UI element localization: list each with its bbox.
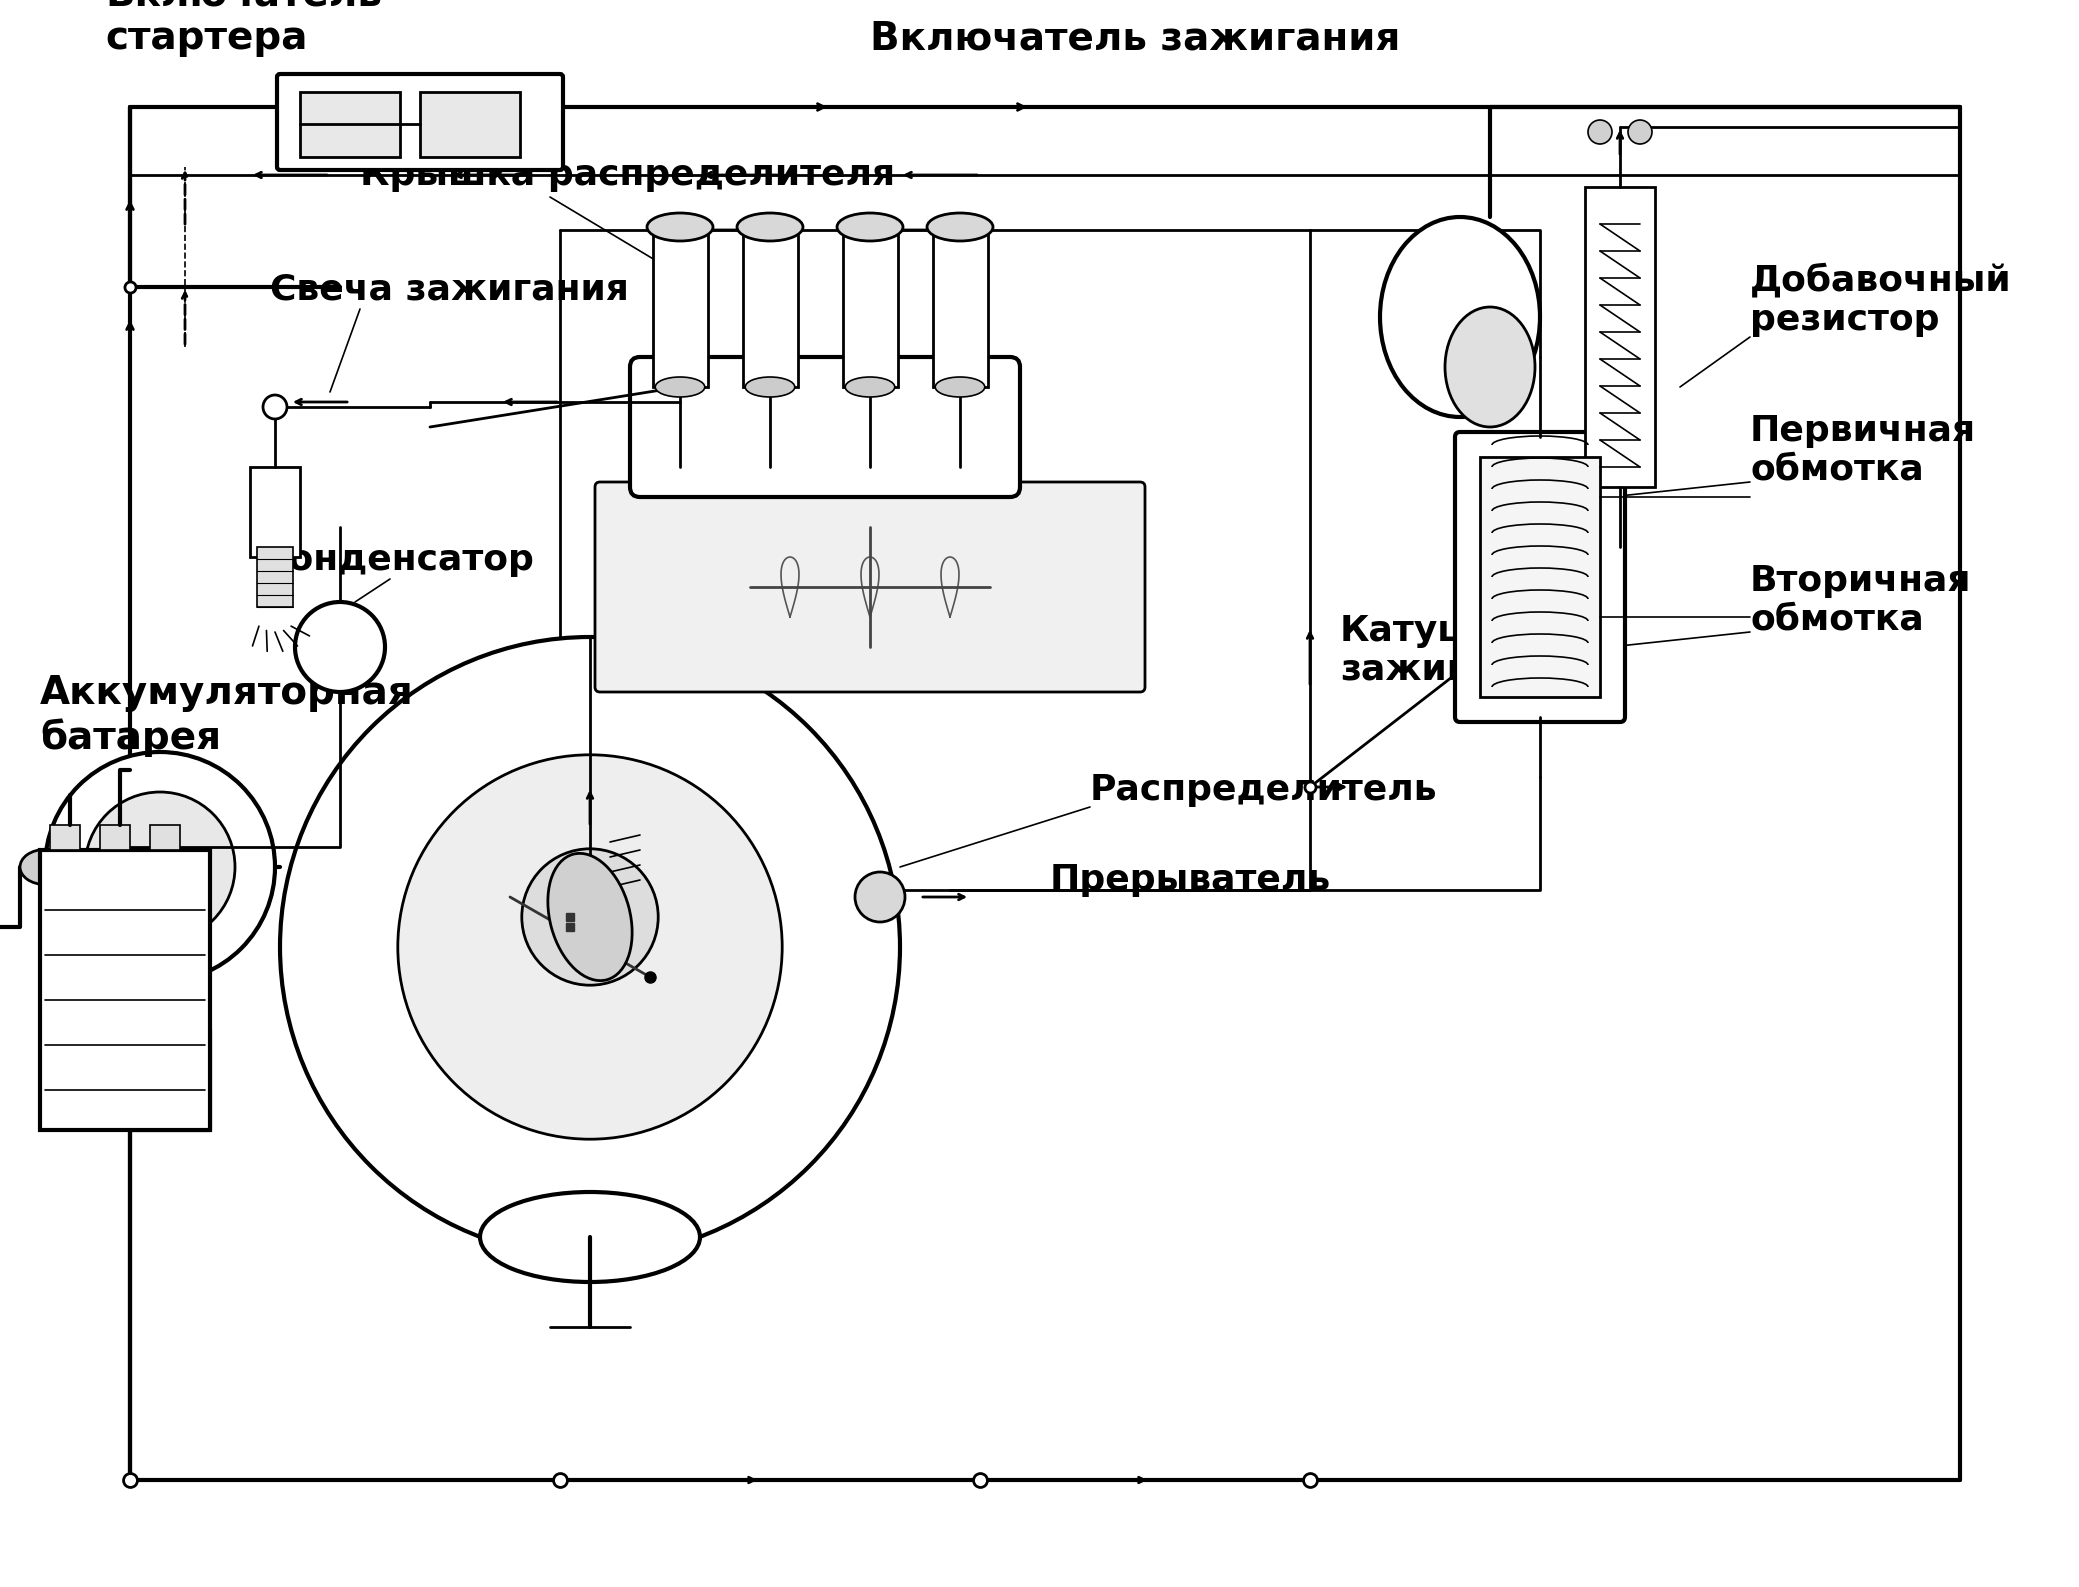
Bar (842, 227, 898, 387)
Circle shape (1628, 121, 1653, 144)
FancyBboxPatch shape (1455, 432, 1626, 722)
Text: Прерыватель: Прерыватель (1050, 863, 1331, 897)
Circle shape (46, 752, 274, 982)
Ellipse shape (744, 378, 794, 397)
Bar (299, 92, 399, 157)
Bar (249, 467, 299, 557)
Bar (50, 825, 79, 851)
Text: Включатель
стартера: Включатель стартера (106, 0, 383, 57)
Ellipse shape (936, 378, 985, 397)
Text: Первичная
обмотка: Первичная обмотка (1751, 414, 1977, 487)
Text: Катушка
зажигания: Катушка зажигания (1341, 614, 1563, 687)
Ellipse shape (927, 213, 994, 241)
Circle shape (1588, 121, 1611, 144)
Bar (100, 825, 131, 851)
Ellipse shape (21, 849, 71, 884)
Text: Крышка распределителя: Крышка распределителя (360, 159, 896, 192)
Circle shape (295, 601, 385, 692)
Text: Добавочный
резистор: Добавочный резистор (1751, 263, 2012, 336)
Bar (40, 851, 210, 1130)
Bar (1480, 457, 1601, 697)
Text: Вторичная
обмотка: Вторичная обмотка (1751, 563, 1971, 636)
Circle shape (85, 792, 235, 943)
Ellipse shape (655, 378, 705, 397)
Circle shape (854, 871, 904, 922)
Text: Конденсатор: Конденсатор (260, 543, 534, 578)
Ellipse shape (480, 1192, 701, 1282)
Bar (653, 227, 709, 387)
Circle shape (397, 755, 782, 1139)
Circle shape (281, 636, 900, 1257)
Circle shape (522, 849, 659, 986)
Text: Распределитель: Распределитель (1089, 773, 1437, 808)
FancyBboxPatch shape (277, 75, 563, 170)
Bar (933, 227, 988, 387)
Circle shape (264, 395, 287, 419)
Bar (150, 825, 181, 851)
Text: Аккумуляторная
батарея: Аккумуляторная батарея (40, 674, 414, 757)
Ellipse shape (736, 213, 802, 241)
Bar (420, 92, 520, 157)
Ellipse shape (1380, 217, 1541, 417)
Ellipse shape (838, 213, 902, 241)
Ellipse shape (647, 213, 713, 241)
Bar (1584, 187, 1655, 487)
Text: Свеча зажигания: Свеча зажигания (270, 273, 628, 306)
Bar (258, 548, 293, 606)
Ellipse shape (1445, 306, 1534, 427)
Text: Включатель зажигания: Включатель зажигания (869, 19, 1401, 57)
Bar (742, 227, 798, 387)
FancyBboxPatch shape (595, 482, 1146, 692)
Ellipse shape (549, 854, 632, 981)
Ellipse shape (846, 378, 894, 397)
FancyBboxPatch shape (630, 357, 1021, 497)
